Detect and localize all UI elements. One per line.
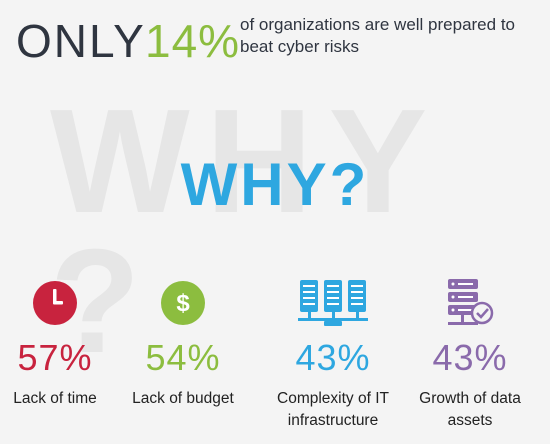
why-watermark: WHY ? [50,79,441,384]
stat-value: 43% [432,337,508,378]
stat-value: 43% [295,337,371,378]
stat-value: 54% [145,337,221,378]
stat-complexity-it: 43% Complexity of IT infrastructure [264,278,402,432]
clock-icon [0,278,124,328]
headline: ONLY 14% of organizations are well prepa… [12,8,542,68]
svg-text:$: $ [176,290,190,317]
only-word: ONLY [16,15,146,67]
stat-label: Complexity of IT infrastructure [277,390,389,429]
stat-lack-of-time: 57% Lack of time [0,278,124,410]
dollar-icon: $ [114,278,252,328]
stat-growth-data: 43% Growth of data assets [401,278,539,432]
stat-label: Lack of time [13,390,97,407]
why-title: WHY? [180,151,370,218]
stat-value: 57% [17,337,93,378]
headline-tagline: of organizations are well prepared to be… [240,15,515,56]
database-server-check-icon [401,278,539,328]
stat-label: Growth of data assets [419,390,521,429]
stat-label: Lack of budget [132,390,234,407]
headline-percentage: 14% [145,15,241,67]
server-rack-icon [264,278,402,328]
stat-lack-of-budget: $ 54% Lack of budget [114,278,252,410]
